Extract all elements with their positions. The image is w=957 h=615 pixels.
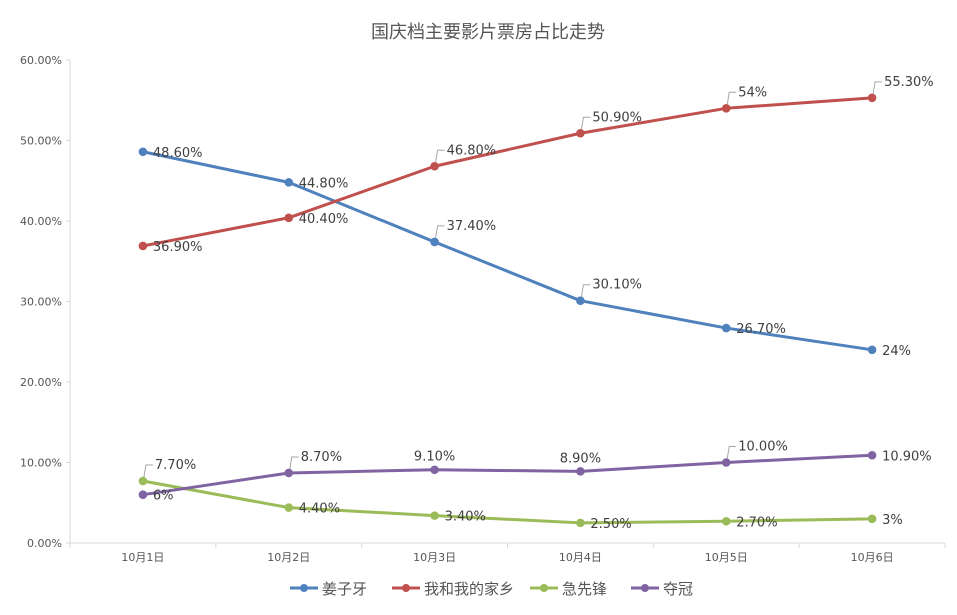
data-point — [138, 490, 148, 500]
data-label-leader — [435, 225, 445, 239]
x-tick-label: 10月5日 — [705, 551, 748, 564]
data-point — [721, 323, 731, 333]
data-point — [576, 467, 585, 476]
series-line — [141, 479, 874, 525]
data-point — [430, 511, 439, 520]
x-tick-label: 10月6日 — [851, 551, 894, 564]
x-tick-label: 10月1日 — [121, 551, 164, 564]
data-label-leader — [726, 446, 737, 459]
data-label: 9.10% — [414, 450, 455, 465]
chart-title: 国庆档主要影片票房占比走势 — [371, 22, 605, 43]
data-label: 2.50% — [590, 517, 631, 532]
data-label: 6% — [153, 489, 174, 504]
y-tick-label: 50.00% — [20, 135, 62, 148]
data-point — [138, 241, 148, 251]
data-label-leader — [435, 149, 445, 163]
data-label: 8.90% — [560, 451, 601, 466]
data-label: 7.70% — [155, 458, 196, 473]
legend-swatch-marker — [641, 584, 649, 592]
data-point — [430, 237, 439, 247]
data-point — [867, 450, 877, 460]
data-point — [430, 161, 439, 171]
y-tick-label: 20.00% — [20, 376, 62, 389]
legend-label: 夺冠 — [663, 580, 693, 598]
series-line — [141, 150, 874, 352]
x-tick-label: 10月3日 — [413, 551, 456, 564]
data-label-leader — [580, 284, 591, 297]
data-label: 30.10% — [592, 278, 642, 293]
data-label: 46.80% — [447, 143, 497, 158]
data-point — [576, 128, 585, 138]
data-point — [284, 468, 294, 478]
legend-label: 我和我的家乡 — [424, 580, 514, 598]
data-label: 4.40% — [299, 502, 340, 517]
data-label-leader — [872, 81, 883, 94]
data-point — [284, 503, 294, 512]
data-point — [138, 476, 148, 486]
data-label: 8.70% — [301, 450, 342, 465]
data-label: 48.60% — [153, 146, 203, 161]
legend-label: 姜子牙 — [322, 580, 367, 598]
data-label: 40.40% — [299, 212, 349, 227]
legend-swatch-marker — [540, 584, 548, 592]
data-point — [576, 296, 585, 305]
data-label: 3.40% — [445, 510, 486, 525]
y-tick-label: 10.00% — [20, 457, 62, 470]
data-point — [867, 93, 877, 103]
data-point — [867, 345, 877, 355]
data-label: 44.80% — [299, 176, 349, 191]
data-point — [576, 518, 585, 528]
data-point — [721, 516, 731, 526]
data-point — [867, 514, 877, 524]
data-label: 50.90% — [592, 110, 642, 125]
legend-swatch-marker — [402, 584, 410, 592]
legend-swatch-marker — [300, 584, 308, 592]
data-label-leader — [580, 116, 591, 130]
data-label: 55.30% — [884, 75, 934, 90]
x-tick-label: 10月2日 — [267, 551, 310, 564]
data-label-leader — [289, 456, 299, 470]
data-label: 26.70% — [736, 322, 786, 337]
x-tick-label: 10月4日 — [559, 551, 602, 564]
data-point — [284, 178, 294, 187]
data-label: 2.70% — [736, 515, 777, 530]
data-label: 10.90% — [882, 449, 932, 464]
data-label: 10.00% — [738, 440, 788, 455]
data-point — [721, 104, 731, 113]
data-label: 54% — [738, 85, 767, 100]
data-point — [430, 465, 439, 475]
data-label-leader — [726, 91, 737, 105]
series-line — [141, 96, 874, 248]
data-point — [284, 213, 294, 223]
data-label-leader — [143, 464, 153, 478]
y-tick-label: 30.00% — [20, 296, 62, 309]
y-tick-label: 60.00% — [20, 54, 62, 67]
y-tick-label: 40.00% — [20, 215, 62, 228]
y-tick-label: 0.00% — [27, 537, 62, 550]
data-label: 3% — [882, 513, 903, 528]
data-label: 24% — [882, 344, 911, 359]
data-point — [721, 458, 731, 467]
data-label: 37.40% — [447, 219, 497, 234]
data-label: 36.90% — [153, 240, 203, 255]
series-line — [141, 453, 874, 497]
legend-label: 急先锋 — [562, 580, 607, 598]
data-point — [138, 147, 148, 157]
